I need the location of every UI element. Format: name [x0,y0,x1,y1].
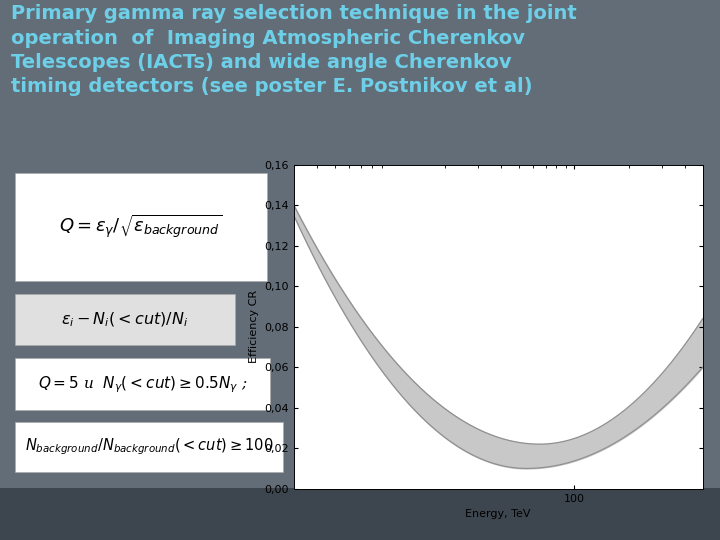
X-axis label: Energy, TeV: Energy, TeV [466,509,531,519]
Text: Primary gamma ray selection technique in the joint
operation  of  Imaging Atmosp: Primary gamma ray selection technique in… [11,4,577,96]
Text: $\varepsilon_i - N_i(<cut)/N_i$: $\varepsilon_i - N_i(<cut)/N_i$ [61,310,189,329]
Bar [15,294,235,346]
Bar [15,359,270,410]
Bar [0,488,720,540]
Y-axis label: Efficiency CR: Efficiency CR [248,290,258,363]
Bar [15,422,283,472]
Text: $N_{background} / N_{background}(<cut) \geq 100$: $N_{background} / N_{background}(<cut) \… [24,437,274,457]
Bar [15,173,267,280]
Text: $Q = \varepsilon_{\gamma} / \sqrt{\varepsilon_{background}}$: $Q = \varepsilon_{\gamma} / \sqrt{\varep… [59,213,222,240]
Text: $Q = 5$ и  $N_{\gamma}(<cut) \geq 0.5N_{\gamma}$ ;: $Q = 5$ и $N_{\gamma}(<cut) \geq 0.5N_{\… [37,374,248,395]
